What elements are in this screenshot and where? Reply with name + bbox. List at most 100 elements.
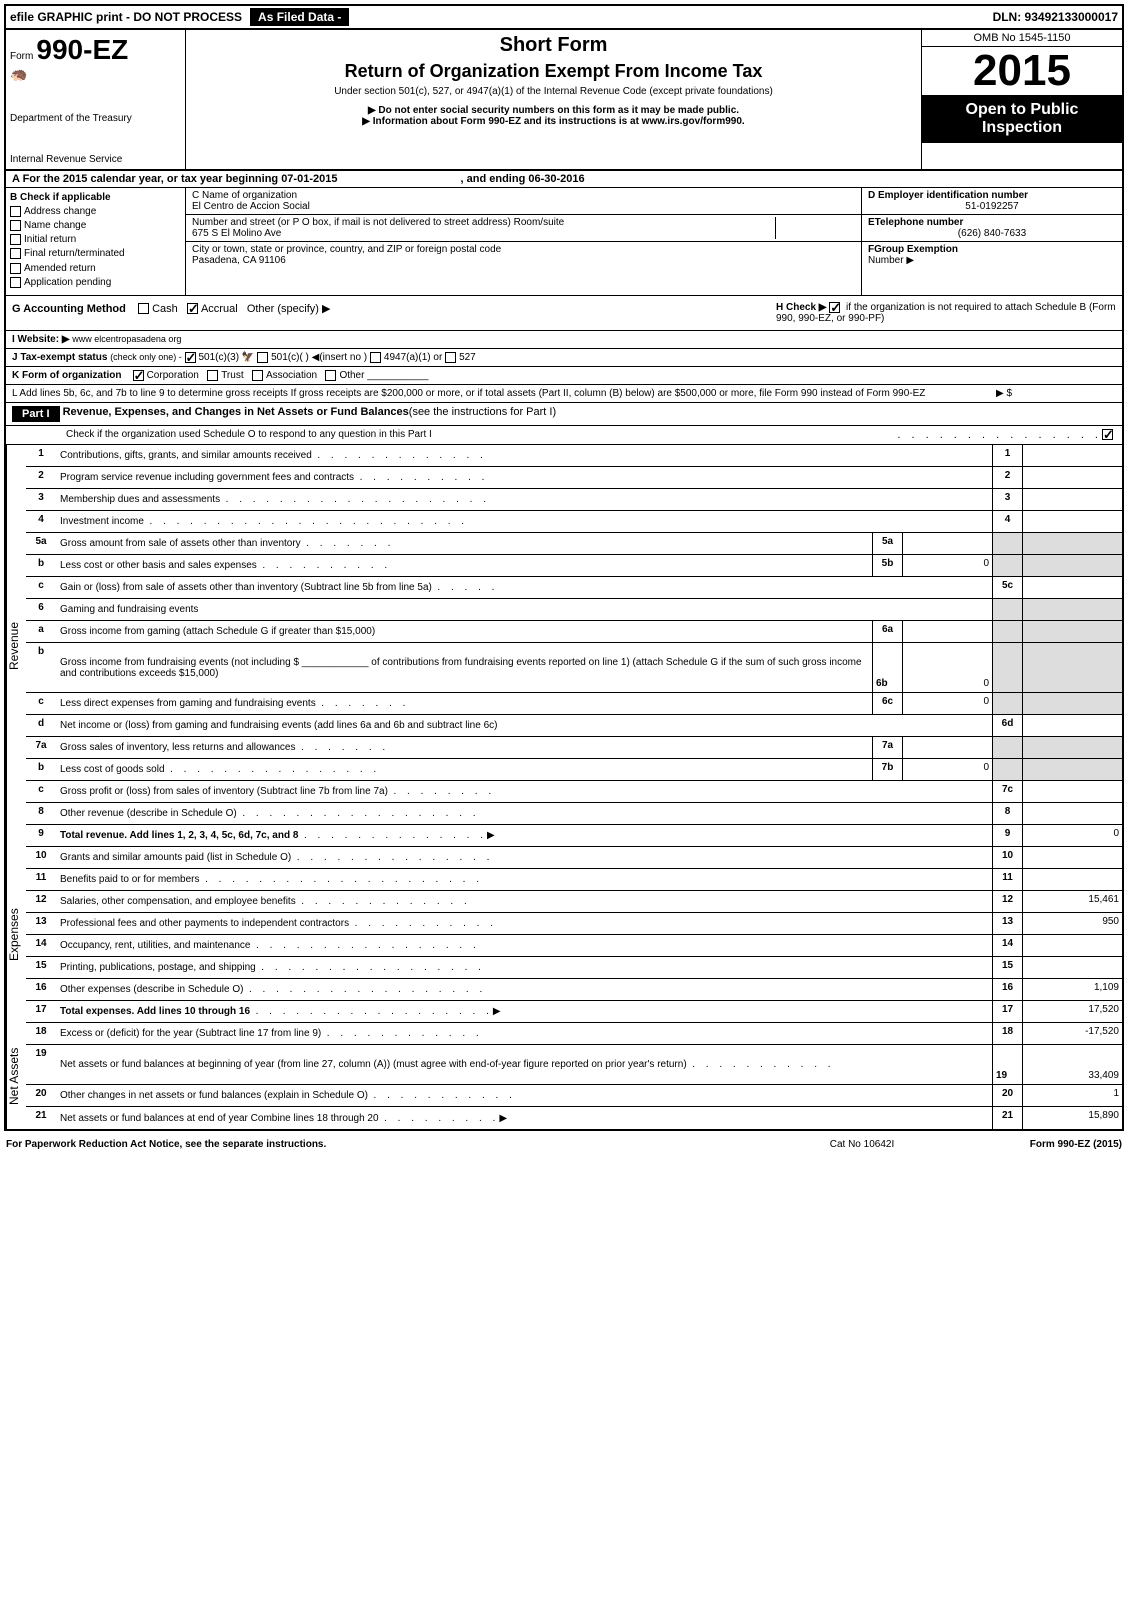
- check-address[interactable]: [10, 206, 21, 217]
- org-name-label: C Name of organization: [192, 190, 855, 201]
- line-6d-rnum: 6d: [992, 715, 1022, 736]
- ein-value: 51-0192257: [868, 201, 1116, 212]
- check-assoc[interactable]: [252, 370, 263, 381]
- line-6-gray2: [1022, 599, 1122, 620]
- dept-treasury: Department of the Treasury: [10, 113, 181, 124]
- line-5a-num: 5a: [26, 533, 56, 554]
- check-name-label: Name change: [24, 220, 86, 231]
- netassets-side-label: Net Assets: [6, 1023, 26, 1129]
- line-13-rval: 950: [1022, 913, 1122, 934]
- org-name-value: El Centro de Accion Social: [192, 201, 855, 212]
- line-4-num: 4: [26, 511, 56, 532]
- check-trust[interactable]: [207, 370, 218, 381]
- line-7a-gray: [992, 737, 1022, 758]
- group-row: FGroup Exemption Number ▶: [862, 242, 1122, 268]
- line-5c-rval: [1022, 577, 1122, 598]
- check-501c[interactable]: [257, 352, 268, 363]
- line-20-text: Other changes in net assets or fund bala…: [60, 1090, 368, 1101]
- check-corp[interactable]: [133, 370, 144, 381]
- check-final-label: Final return/terminated: [24, 249, 125, 260]
- city-row: City or town, state or province, country…: [186, 242, 861, 268]
- line-20-rval: 1: [1022, 1085, 1122, 1106]
- part1-check-row: Check if the organization used Schedule …: [6, 426, 1122, 445]
- netassets-section: Net Assets 18Excess or (deficit) for the…: [6, 1023, 1122, 1129]
- website-value: www elcentropasadena org: [72, 334, 181, 344]
- line-5a-gray2: [1022, 533, 1122, 554]
- section-i: I Website: ▶ www elcentropasadena org: [6, 331, 1122, 349]
- check-amended[interactable]: [10, 263, 21, 274]
- opt-501c: 501(c)( ) ◀(insert no ): [271, 352, 367, 363]
- check-cash[interactable]: [138, 303, 149, 314]
- check-amended-label: Amended return: [24, 263, 96, 274]
- phone-value: (626) 840-7633: [868, 228, 1116, 239]
- check-527[interactable]: [445, 352, 456, 363]
- section-l-text: L Add lines 5b, 6c, and 7b to line 9 to …: [12, 388, 996, 399]
- part1-sub: (see the instructions for Part I): [409, 406, 556, 422]
- line-14-num: 14: [26, 935, 56, 956]
- footer-mid: Cat No 10642I: [830, 1139, 1030, 1150]
- line-14-rval: [1022, 935, 1122, 956]
- line-9-num: 9: [26, 825, 56, 846]
- check-pending[interactable]: [10, 277, 21, 288]
- notice1: ▶ Do not enter social security numbers o…: [194, 105, 913, 116]
- check-accrual[interactable]: [187, 303, 198, 314]
- check-initial[interactable]: [10, 234, 21, 245]
- check-schedule-o[interactable]: [1102, 429, 1113, 440]
- expenses-body: 10Grants and similar amounts paid (list …: [26, 847, 1122, 1023]
- line-12-rnum: 12: [992, 891, 1022, 912]
- line-8-num: 8: [26, 803, 56, 824]
- line-7b-gray2: [1022, 759, 1122, 780]
- line-9-text: Total revenue. Add lines 1, 2, 3, 4, 5c,…: [60, 830, 298, 841]
- opt-4947: 4947(a)(1) or: [384, 352, 442, 363]
- street-value: 675 S El Molino Ave: [192, 228, 775, 239]
- expenses-side-label: Expenses: [6, 847, 26, 1023]
- open-label: Open to Public: [966, 101, 1079, 118]
- check-h[interactable]: [829, 302, 840, 313]
- line-21-num: 21: [26, 1107, 56, 1129]
- line-4-text: Investment income: [60, 516, 144, 527]
- check-final[interactable]: [10, 248, 21, 259]
- section-g-left: G Accounting Method Cash Accrual Other (…: [12, 302, 776, 324]
- short-form-label: Short Form: [194, 34, 913, 57]
- line-17-text: Total expenses. Add lines 10 through 16: [60, 1006, 250, 1017]
- line-15-rnum: 15: [992, 957, 1022, 978]
- line-7c-text: Gross profit or (loss) from sales of inv…: [60, 786, 388, 797]
- line-1-rval: [1022, 445, 1122, 466]
- line-10-num: 10: [26, 847, 56, 868]
- line-6b-gray: [992, 643, 1022, 692]
- check-other-org[interactable]: [325, 370, 336, 381]
- section-l-arrow: ▶ $: [996, 388, 1116, 399]
- section-c: C Name of organization El Centro de Acci…: [186, 188, 862, 295]
- line-6c-num: c: [26, 693, 56, 714]
- check-4947[interactable]: [370, 352, 381, 363]
- line-12-rval: 15,461: [1022, 891, 1122, 912]
- header-right: OMB No 1545-1150 2015 Open to Public Ins…: [922, 30, 1122, 169]
- line-14-rnum: 14: [992, 935, 1022, 956]
- line-6b-mval: 0: [902, 643, 992, 692]
- expenses-section: Expenses 10Grants and similar amounts pa…: [6, 847, 1122, 1023]
- city-label: City or town, state or province, country…: [192, 244, 855, 255]
- line-13-rnum: 13: [992, 913, 1022, 934]
- phone-row: ETelephone number (626) 840-7633: [862, 215, 1122, 242]
- irs-label: Internal Revenue Service: [10, 154, 181, 165]
- part1-title: Revenue, Expenses, and Changes in Net As…: [63, 406, 409, 422]
- org-name-row: C Name of organization El Centro de Acci…: [186, 188, 861, 215]
- check-name[interactable]: [10, 220, 21, 231]
- line-2-rnum: 2: [992, 467, 1022, 488]
- line-5c-text: Gain or (loss) from sale of assets other…: [60, 582, 432, 593]
- section-j: J Tax-exempt status (check only one) - 5…: [6, 349, 1122, 367]
- section-k: K Form of organization Corporation Trust…: [6, 367, 1122, 385]
- check-501c3[interactable]: [185, 352, 196, 363]
- trust-label: Trust: [221, 370, 243, 381]
- line-12-num: 12: [26, 891, 56, 912]
- section-b-label: B Check if applicable: [10, 192, 181, 203]
- line-17-num: 17: [26, 1001, 56, 1022]
- line-5a-gray: [992, 533, 1022, 554]
- section-h: H Check ▶ if the organization is not req…: [776, 302, 1116, 324]
- line-7a-text: Gross sales of inventory, less returns a…: [60, 742, 295, 753]
- header-center: Short Form Return of Organization Exempt…: [186, 30, 922, 169]
- line-6-gray: [992, 599, 1022, 620]
- netassets-body: 18Excess or (deficit) for the year (Subt…: [26, 1023, 1122, 1129]
- header-left: Form 990-EZ 🦔 Department of the Treasury…: [6, 30, 186, 169]
- city-value: Pasadena, CA 91106: [192, 255, 855, 266]
